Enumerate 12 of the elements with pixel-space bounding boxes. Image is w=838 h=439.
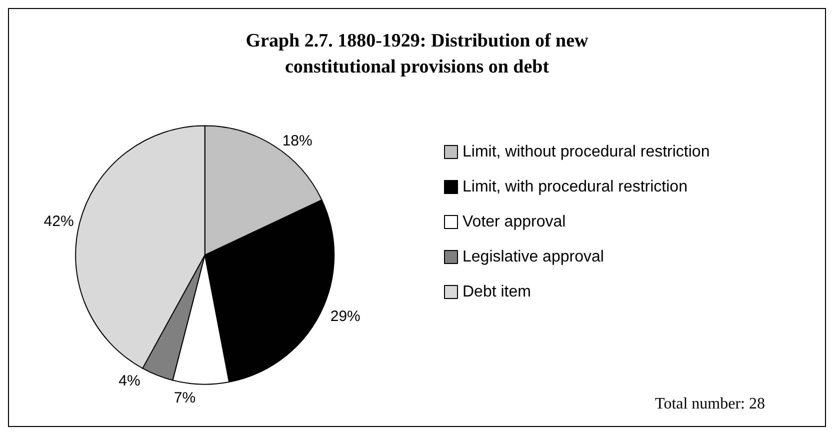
legend-label: Legislative approval bbox=[462, 248, 604, 266]
legend-label: Limit, with procedural restriction bbox=[462, 178, 688, 196]
legend-label: Voter approval bbox=[462, 214, 566, 230]
data-label: 42% bbox=[44, 212, 74, 230]
data-label: 4% bbox=[118, 372, 140, 390]
text: Total number: 28 bbox=[655, 396, 765, 412]
legend-label: Limit, without procedural restriction bbox=[462, 144, 710, 160]
data-label: 29% bbox=[330, 308, 360, 325]
chart-title: Graph 2.7. 1880-1929: Distribution of new constitutional provisions on debt bbox=[246, 30, 589, 78]
data-label: 18% bbox=[282, 132, 312, 150]
data-label: 7% bbox=[174, 389, 196, 406]
legend-label: Debt item bbox=[462, 284, 531, 300]
